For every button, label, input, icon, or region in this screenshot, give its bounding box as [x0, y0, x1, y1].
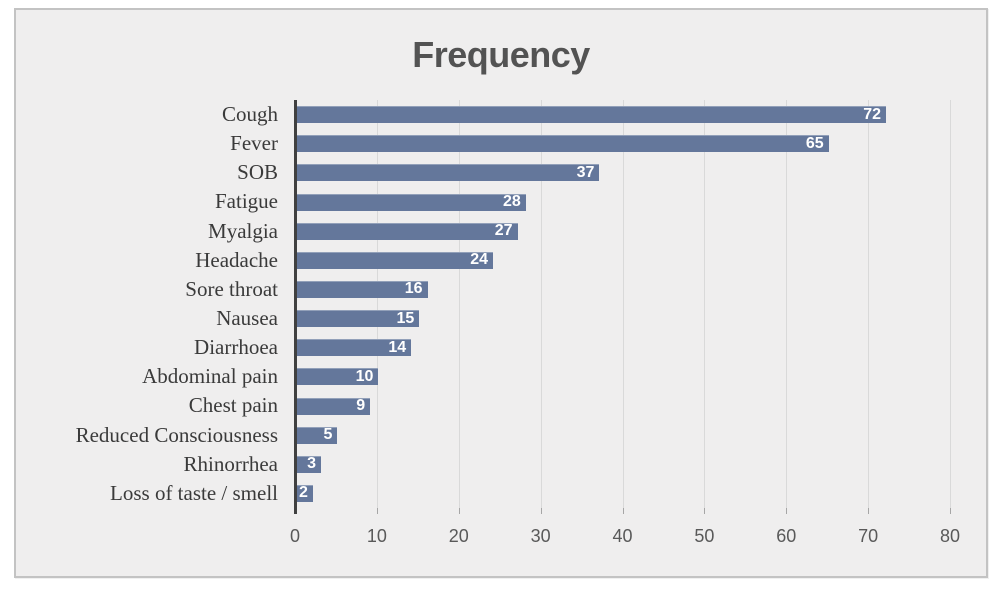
category-label: Headache [195, 247, 278, 272]
bar: 9 [296, 397, 371, 415]
gridline-x-50 [704, 100, 706, 508]
axis-tick-x-20 [458, 508, 460, 514]
bar-value-label: 14 [388, 338, 407, 356]
axis-tick-x-30 [540, 508, 542, 514]
bar-value-label: 5 [323, 426, 333, 444]
bar-value-label: 10 [355, 367, 374, 385]
x-axis-tick-label: 80 [939, 526, 961, 546]
bar: 10 [296, 367, 379, 386]
chart-title: Frequency [412, 34, 590, 75]
x-axis-tick-label: 50 [694, 526, 715, 546]
bar-value-label: 65 [805, 134, 824, 152]
gridline-x-10 [376, 100, 378, 508]
category-label: Myalgia [208, 218, 278, 243]
bar-value-label: 16 [404, 280, 423, 298]
category-label: Loss of taste / smell [110, 480, 278, 505]
bar: 14 [296, 338, 412, 357]
bar: 2 [296, 484, 313, 502]
gridline-x-70 [868, 100, 870, 508]
bar-value-label: 3 [307, 455, 317, 473]
x-axis-tick-label: 60 [776, 526, 797, 546]
bar-value-label: 2 [298, 484, 308, 502]
gridline-x-80 [950, 100, 951, 508]
x-axis-tick-label: 70 [858, 526, 879, 546]
x-axis-tick-label: 30 [530, 526, 551, 546]
bar-value-label: 28 [502, 193, 521, 210]
bar-value-label: 72 [863, 105, 881, 123]
bar: 28 [296, 193, 526, 211]
category-label: Diarrhoea [194, 335, 278, 360]
axis-tick-x-80 [950, 508, 951, 514]
gridline-x-30 [540, 100, 542, 508]
category-label: Abdominal pain [142, 364, 278, 389]
category-label: Cough [221, 102, 278, 126]
axis-tick-x-10 [376, 508, 378, 514]
bar: 27 [296, 222, 518, 240]
bar: 16 [296, 280, 428, 298]
x-axis-tick-label: 10 [366, 526, 387, 546]
bar: 3 [296, 455, 322, 473]
axis-tick-x-50 [704, 508, 706, 514]
bar-value-label: 24 [470, 251, 488, 269]
category-label: Sore throat [185, 276, 278, 301]
category-label: Nausea [216, 306, 278, 330]
category-label: Rhinorrhea [183, 451, 278, 476]
bar: 5 [296, 426, 338, 444]
category-label: Fatigue [215, 189, 278, 214]
bar: 24 [296, 251, 493, 269]
bar: 37 [296, 163, 600, 182]
category-label: Fever [230, 131, 278, 156]
category-label: Chest pain [188, 393, 278, 418]
bar: 65 [296, 134, 829, 153]
gridline-x-40 [622, 100, 624, 508]
category-label: Reduced Consciousness [75, 422, 278, 447]
bar-value-label: 9 [356, 397, 366, 414]
chart-frame: Frequency 0 10 20 30 40 50 60 70 80 Cough 72 Fever 6… [14, 8, 988, 578]
gridline-x-20 [458, 100, 460, 508]
bar-value-label: 37 [576, 163, 595, 181]
x-axis-tick-label: 20 [448, 526, 469, 546]
plot-area: 0 10 20 30 40 50 60 70 80 Cough 72 Fever 65 SOB 37 Fati… [16, 10, 986, 576]
category-label: SOB [237, 160, 278, 185]
bar: 72 [296, 105, 886, 124]
bar-value-label: 27 [494, 222, 513, 240]
axis-tick-x-70 [868, 508, 870, 514]
gridline-x-60 [786, 100, 788, 508]
bar-value-label: 15 [396, 309, 415, 327]
axis-tick-x-40 [622, 508, 624, 514]
y-axis-line [293, 100, 297, 514]
x-axis-tick-label: 0 [289, 526, 300, 546]
bar: 15 [296, 309, 420, 328]
x-axis-tick-label: 40 [612, 526, 633, 546]
axis-tick-x-60 [786, 508, 788, 514]
